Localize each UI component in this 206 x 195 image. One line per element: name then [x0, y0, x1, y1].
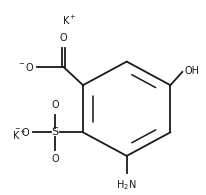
Text: K$^+$: K$^+$ — [62, 14, 76, 27]
Text: S: S — [52, 127, 59, 137]
Text: O: O — [59, 33, 67, 43]
Text: O: O — [51, 154, 59, 164]
Text: K$^+$: K$^+$ — [12, 129, 27, 142]
Text: OH: OH — [184, 66, 199, 76]
Text: $^-$O: $^-$O — [17, 61, 35, 74]
Text: O: O — [51, 100, 59, 110]
Text: H$_2$N: H$_2$N — [116, 178, 137, 192]
Text: $^-$O: $^-$O — [13, 126, 30, 138]
